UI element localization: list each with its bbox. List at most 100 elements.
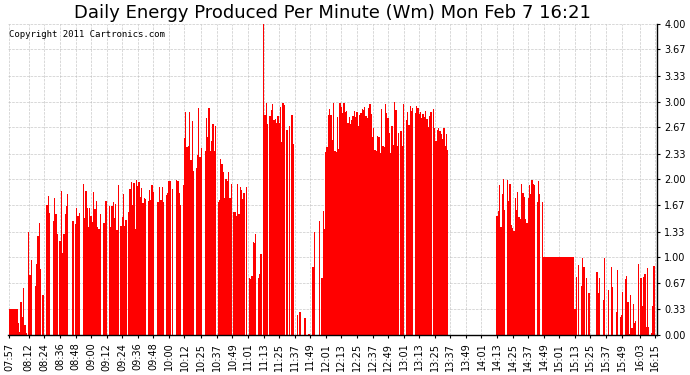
Bar — [185, 112, 186, 335]
Bar — [354, 111, 355, 335]
Bar — [105, 201, 106, 335]
Bar — [9, 309, 10, 335]
Bar — [144, 198, 145, 335]
Bar — [568, 257, 569, 335]
Bar — [40, 269, 41, 335]
Bar — [422, 114, 424, 335]
Bar — [411, 111, 412, 335]
Bar — [163, 202, 164, 335]
Bar — [281, 142, 282, 335]
Bar — [644, 274, 646, 335]
Bar — [19, 332, 21, 335]
Bar — [517, 192, 518, 335]
Bar — [516, 210, 517, 335]
Bar — [132, 205, 133, 335]
Bar — [425, 111, 426, 335]
Bar — [509, 184, 511, 335]
Bar — [137, 186, 139, 335]
Bar — [280, 106, 281, 335]
Bar — [583, 267, 584, 335]
Bar — [558, 257, 559, 335]
Bar — [530, 194, 531, 335]
Bar — [335, 152, 337, 335]
Bar — [128, 212, 129, 335]
Bar — [596, 273, 598, 335]
Bar — [571, 257, 573, 335]
Bar — [49, 213, 50, 335]
Bar — [646, 327, 647, 335]
Bar — [34, 286, 36, 335]
Bar — [589, 293, 590, 335]
Bar — [250, 279, 251, 335]
Bar — [83, 184, 84, 335]
Bar — [608, 290, 609, 335]
Bar — [375, 150, 376, 335]
Bar — [442, 139, 443, 335]
Bar — [575, 277, 577, 335]
Bar — [263, 24, 264, 335]
Bar — [192, 122, 193, 335]
Bar — [195, 168, 197, 335]
Bar — [332, 140, 333, 335]
Bar — [344, 112, 346, 335]
Bar — [259, 274, 260, 335]
Bar — [11, 309, 12, 335]
Bar — [334, 151, 335, 335]
Bar — [214, 151, 215, 335]
Bar — [634, 324, 635, 335]
Bar — [66, 206, 67, 335]
Bar — [179, 193, 180, 335]
Bar — [397, 146, 398, 335]
Bar — [542, 202, 543, 335]
Bar — [236, 216, 237, 335]
Bar — [525, 219, 526, 335]
Bar — [363, 111, 364, 335]
Bar — [211, 141, 213, 335]
Bar — [151, 185, 152, 335]
Bar — [617, 270, 618, 335]
Bar — [547, 257, 549, 335]
Bar — [638, 264, 639, 335]
Bar — [59, 240, 61, 335]
Bar — [408, 125, 409, 335]
Bar — [248, 278, 250, 335]
Bar — [555, 257, 556, 335]
Bar — [560, 257, 561, 335]
Bar — [180, 205, 181, 335]
Bar — [643, 278, 644, 335]
Bar — [75, 224, 76, 335]
Bar — [357, 126, 359, 335]
Bar — [106, 201, 108, 335]
Bar — [97, 227, 98, 335]
Bar — [428, 127, 429, 335]
Bar — [158, 202, 159, 335]
Bar — [615, 312, 617, 335]
Bar — [611, 267, 612, 335]
Bar — [284, 105, 285, 335]
Bar — [341, 107, 342, 335]
Bar — [308, 334, 310, 335]
Bar — [653, 266, 655, 335]
Bar — [135, 229, 136, 335]
Bar — [230, 184, 232, 335]
Bar — [21, 316, 23, 335]
Bar — [124, 226, 126, 335]
Bar — [168, 180, 170, 335]
Bar — [359, 115, 360, 335]
Bar — [241, 190, 242, 335]
Bar — [424, 117, 425, 335]
Bar — [581, 286, 582, 335]
Bar — [415, 113, 416, 335]
Bar — [412, 108, 413, 335]
Bar — [189, 112, 190, 335]
Bar — [289, 126, 290, 335]
Bar — [117, 230, 118, 335]
Bar — [342, 112, 344, 335]
Bar — [438, 128, 440, 335]
Bar — [267, 124, 268, 335]
Bar — [393, 145, 394, 335]
Bar — [339, 103, 341, 335]
Bar — [139, 182, 140, 335]
Bar — [351, 120, 353, 335]
Bar — [149, 190, 150, 335]
